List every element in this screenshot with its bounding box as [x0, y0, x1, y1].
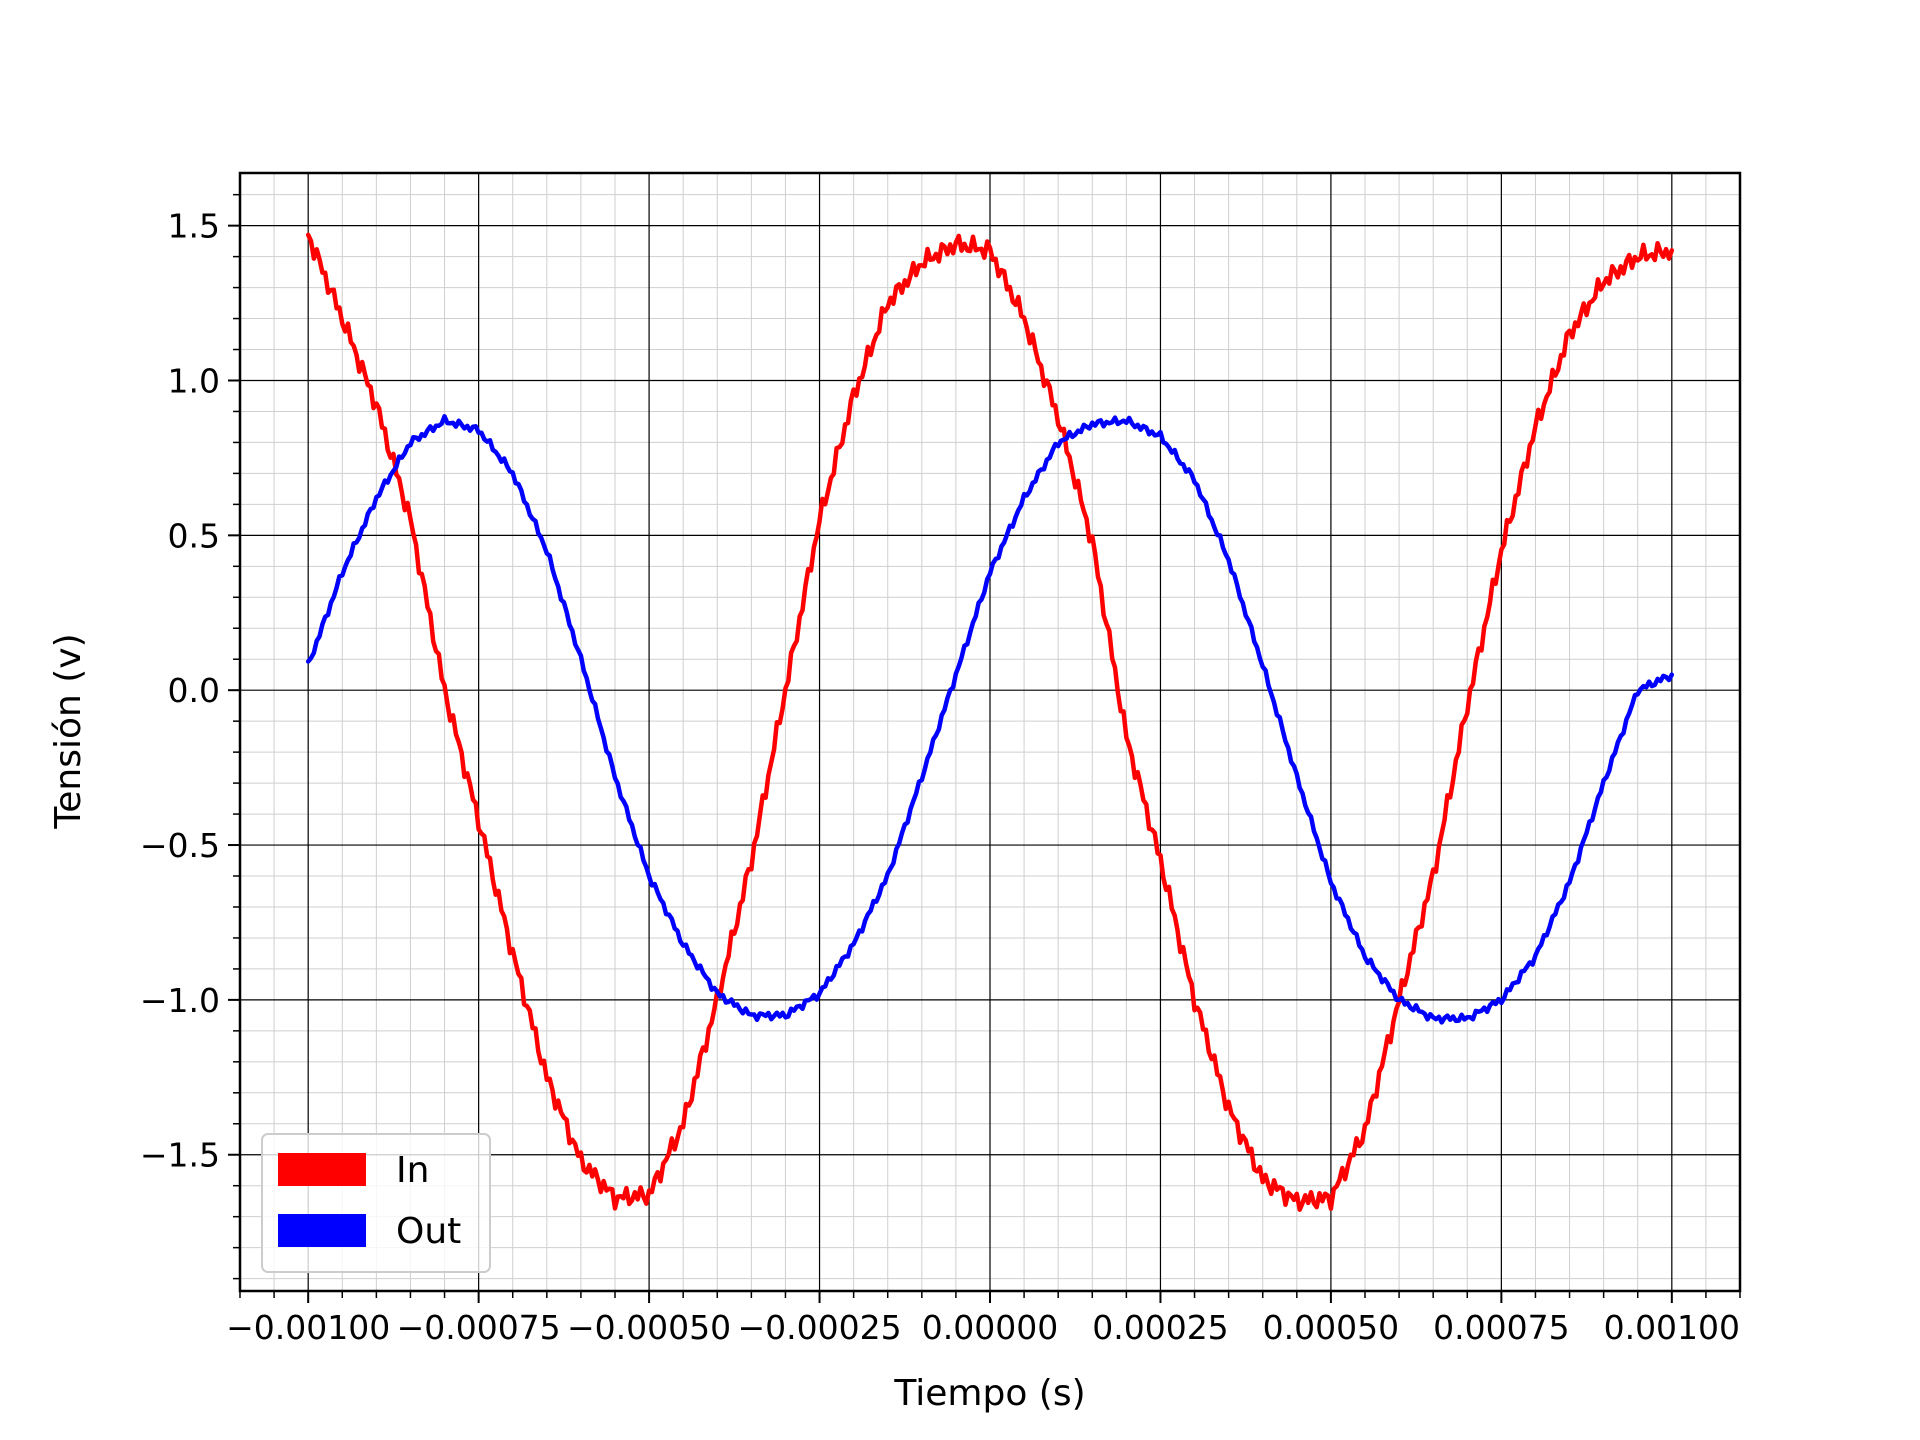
x-tick-label: −0.00050: [567, 1308, 731, 1347]
legend-label-out: Out: [396, 1211, 461, 1252]
x-tick-label: −0.00025: [737, 1308, 901, 1347]
x-tick-label: 0.00000: [922, 1308, 1058, 1347]
major-grid: [240, 173, 1740, 1291]
y-tick-label: −1.0: [140, 981, 220, 1020]
y-tick-label: 0.0: [168, 671, 220, 710]
y-tick-label: −0.5: [140, 826, 220, 865]
legend-swatch-out: [278, 1214, 366, 1247]
legend: In Out: [261, 1133, 491, 1273]
y-tick-label: 1.5: [168, 207, 220, 246]
y-axis-ticks: −1.5 −1.0 −0.5 0.0 0.5 1.0 1.5: [140, 193, 240, 1280]
series-line-out: [305, 414, 1675, 1025]
x-tick-label: −0.00100: [226, 1308, 390, 1347]
x-tick-label: 0.00075: [1433, 1308, 1569, 1347]
y-axis-title: Tensión (v): [48, 633, 89, 829]
x-tick-label: 0.00100: [1604, 1308, 1740, 1347]
y-tick-label: 0.5: [168, 516, 220, 555]
x-axis-title: Tiempo (s): [893, 1373, 1085, 1414]
legend-label-in: In: [396, 1150, 429, 1191]
x-tick-label: −0.00075: [397, 1308, 561, 1347]
y-tick-label: −1.5: [140, 1136, 220, 1175]
x-tick-label: 0.00050: [1263, 1308, 1399, 1347]
y-tick-label: 1.0: [168, 361, 220, 400]
series-layer: [305, 232, 1675, 1212]
x-axis-ticks: −0.00100 −0.00075 −0.00050 −0.00025 0.00000 0…: [226, 1291, 1741, 1347]
x-tick-label: 0.00025: [1092, 1308, 1228, 1347]
series-line-in: [305, 232, 1675, 1212]
legend-swatch-in: [278, 1153, 366, 1186]
